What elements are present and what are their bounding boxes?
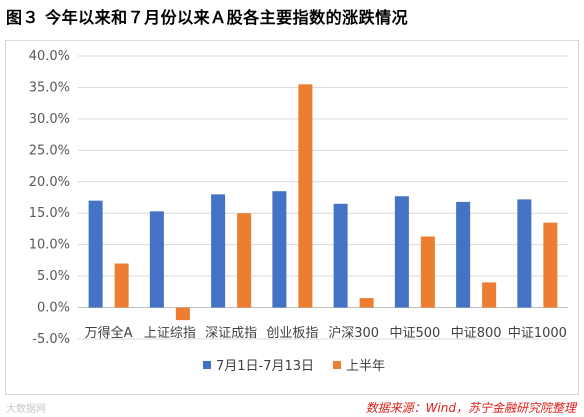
x-category-label: 中证1000 bbox=[508, 326, 567, 341]
bar-july-0 bbox=[88, 200, 103, 308]
x-category-label: 深证成指 bbox=[205, 326, 257, 341]
bar-h1-0 bbox=[114, 263, 129, 308]
x-category-label: 中证800 bbox=[451, 326, 502, 341]
chart-frame bbox=[5, 40, 579, 395]
bar-h1-7 bbox=[543, 222, 558, 308]
x-category-label: 中证500 bbox=[389, 326, 440, 341]
bar-july-3 bbox=[272, 191, 287, 308]
watermark: 大数据网 bbox=[6, 404, 46, 415]
bar-july-2 bbox=[211, 194, 226, 308]
legend: 7月1日-7月13日 上半年 bbox=[203, 359, 385, 374]
bar-h1-5 bbox=[420, 236, 435, 308]
bar-july-7 bbox=[517, 199, 532, 308]
bar-july-5 bbox=[394, 196, 409, 308]
legend-label: 上半年 bbox=[346, 359, 385, 374]
category-labels: 万得全A 上证综指 深证成指 创业板指 沪深300 中证500 中证800 中证1000 bbox=[85, 325, 567, 341]
y-tick-label: 35.0% bbox=[29, 80, 70, 95]
y-axis-ticks: -5.0% 0.0% 5.0% 10.0% 15.0% 20.0% 25.0% 30.0% 35… bbox=[29, 49, 70, 347]
x-category-label: 创业板指 bbox=[266, 326, 318, 341]
y-tick-label: 40.0% bbox=[29, 49, 70, 64]
x-category-label: 沪深300 bbox=[328, 325, 379, 341]
legend-swatch bbox=[203, 361, 211, 369]
bar-july-1 bbox=[149, 211, 164, 308]
y-tick-label: -5.0% bbox=[32, 332, 70, 347]
bar-h1-1 bbox=[175, 307, 190, 321]
y-tick-label: 30.0% bbox=[29, 112, 70, 127]
y-tick-label: 0.0% bbox=[37, 301, 70, 316]
figure-title: 图３ 今年以来和７月份以来Ａ股各主要指数的涨跌情况 bbox=[6, 8, 409, 27]
bar-july-4 bbox=[333, 203, 348, 308]
y-tick-label: 10.0% bbox=[29, 238, 70, 253]
y-tick-label: 20.0% bbox=[29, 175, 70, 190]
bar-h1-3 bbox=[298, 84, 313, 308]
x-category-label: 上证综指 bbox=[144, 326, 196, 341]
bar-h1-4 bbox=[359, 298, 374, 308]
x-category-label: 万得全A bbox=[85, 325, 133, 341]
bar-h1-6 bbox=[482, 282, 497, 308]
y-tick-label: 25.0% bbox=[29, 143, 70, 158]
bar-july-6 bbox=[456, 201, 471, 308]
y-tick-label: 15.0% bbox=[29, 206, 70, 221]
legend-swatch bbox=[333, 361, 341, 369]
source-note: 数据来源：Wind，苏宁金融研究院整理 bbox=[365, 401, 576, 415]
bar-h1-2 bbox=[237, 213, 252, 308]
bars bbox=[88, 84, 558, 321]
y-tick-label: 5.0% bbox=[37, 269, 70, 284]
legend-label: 7月1日-7月13日 bbox=[216, 359, 314, 374]
